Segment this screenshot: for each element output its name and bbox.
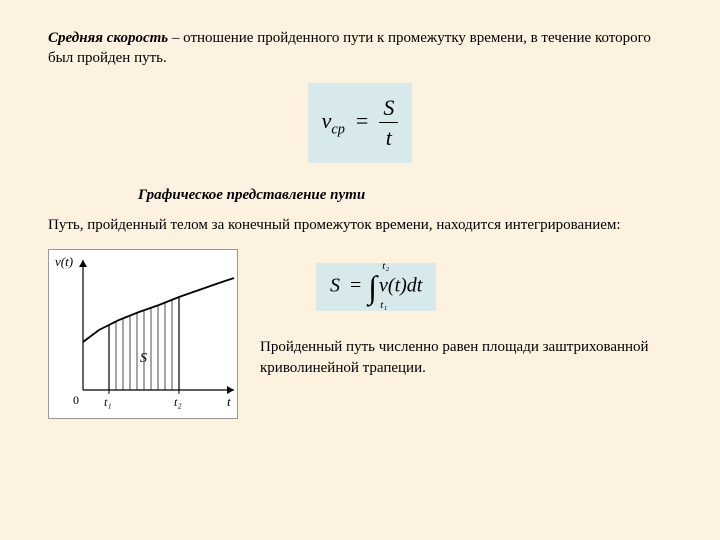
f1-var: v <box>322 108 332 133</box>
velocity-graph: v(t) t t₁ t₂ S 0 <box>49 250 239 420</box>
f1-sub: ср <box>331 121 345 137</box>
lower-row: v(t) t t₁ t₂ S 0 S = ∫ t₂ t₁ v(t)dt Пройденны… <box>48 249 672 419</box>
para3: Пройденный путь численно равен площади з… <box>260 337 672 378</box>
f1-frac: S t <box>379 93 398 153</box>
svg-text:0: 0 <box>73 393 79 407</box>
graph-container: v(t) t t₁ t₂ S 0 <box>48 249 238 419</box>
f2-integrand: v(t)dt <box>379 275 422 297</box>
svg-text:t₁: t₁ <box>104 395 112 409</box>
f1-num: S <box>379 93 398 124</box>
para2: Путь, пройденный телом за конечный проме… <box>48 215 672 235</box>
formula2-box: S = ∫ t₂ t₁ v(t)dt <box>316 263 436 311</box>
term: Средняя скорость <box>48 30 168 46</box>
right-column: S = ∫ t₂ t₁ v(t)dt Пройденный путь числе… <box>260 249 672 392</box>
section-title: Графическое представление пути <box>138 185 672 205</box>
int-lower: t₁ <box>380 300 387 311</box>
formula1-row: vср = S t <box>48 83 672 163</box>
definition-paragraph: Средняя скорость – отношение пройденного… <box>48 28 672 69</box>
svg-text:S: S <box>140 352 147 367</box>
formula1-box: vср = S t <box>308 83 413 163</box>
f1-den: t <box>379 123 398 153</box>
int-upper: t₂ <box>382 261 389 272</box>
svg-text:v(t): v(t) <box>55 254 73 269</box>
f2-lhs: S <box>330 275 340 297</box>
svg-text:t₂: t₂ <box>174 395 182 409</box>
svg-text:t: t <box>227 394 231 409</box>
formula2-row: S = ∫ t₂ t₁ v(t)dt <box>316 263 672 311</box>
integral-symbol: ∫ t₂ t₁ <box>368 271 377 303</box>
